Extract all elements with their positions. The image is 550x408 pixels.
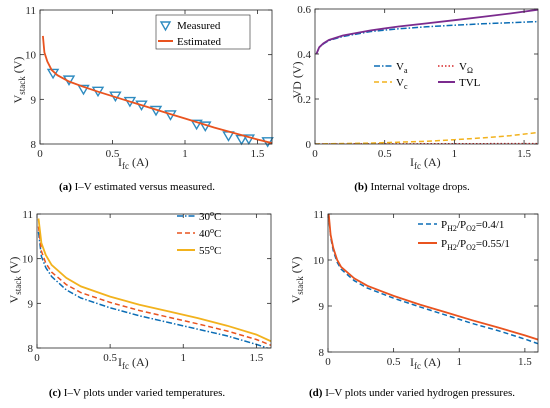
- legend-label-estimated: Estimated: [177, 36, 221, 48]
- y-tick-label: 11: [22, 209, 33, 221]
- x-tick-label: 1: [452, 148, 458, 160]
- x-tick-label: 0.5: [387, 356, 401, 368]
- series-line: [328, 214, 538, 341]
- y-tick-label: 8: [28, 343, 34, 355]
- panel-a-ylabel: Vstack (V): [11, 57, 27, 104]
- y-tick-label: 8: [31, 139, 37, 151]
- series-line: [37, 218, 271, 343]
- panel-c-legend: 30oC 40oC 55oC: [177, 209, 221, 257]
- x-tick-label: 0.5: [378, 148, 392, 160]
- legend-label-va: Va: [396, 61, 408, 75]
- panel-c-xlabel: Ifc (A): [118, 355, 149, 371]
- x-tick-label: 0: [34, 352, 40, 364]
- panel-c-ylabel: Vstack (V): [7, 257, 23, 304]
- x-tick-label: 0.5: [103, 352, 117, 364]
- panel-a-xlabel: Ifc (A): [118, 155, 149, 171]
- caption-b: (b) Internal voltage drops.: [354, 181, 470, 193]
- legend-label-vohm: VΩ: [459, 61, 473, 75]
- legend-label-measured: Measured: [177, 20, 221, 32]
- panel-b-ylabel: VD (V): [290, 62, 304, 99]
- y-tick-label: 0.2: [297, 94, 311, 106]
- y-tick-label: 9: [319, 301, 325, 313]
- x-tick-label: 1: [182, 148, 188, 160]
- y-tick-label: 9: [31, 94, 37, 106]
- caption-a: (a) I–V estimated versus measured.: [59, 181, 215, 193]
- series-line: [37, 226, 271, 346]
- panel-a: 0 0.5 1 1.5 8 9 10 11 Vstack (V) Ifc (A) Measur…: [11, 5, 274, 193]
- caption-c: (c) I–V plots under varied temperatures.: [49, 387, 226, 399]
- x-tick-label: 1.5: [251, 148, 265, 160]
- x-tick-label: 0: [37, 148, 43, 160]
- y-tick-label: 10: [22, 254, 34, 266]
- panel-d: 0 0.5 1 1.5 8 9 10 11 Vstack (V) Ifc (A) PH2/PO…: [289, 209, 539, 399]
- caption-d: (d) I–V plots under varied hydrogen pres…: [309, 387, 515, 399]
- legend-label-40c: 40oC: [199, 226, 221, 240]
- y-tick-label: 9: [28, 298, 34, 310]
- axes-frame: [327, 213, 539, 353]
- panel-a-plot: 0 0.5 1 1.5 8 9 10 11: [25, 5, 274, 160]
- series-line: [328, 214, 538, 345]
- axes-frame: [39, 9, 273, 145]
- panel-d-plot: 0 0.5 1 1.5 8 9 10 11: [313, 209, 539, 368]
- panel-b-xlabel: Ifc (A): [410, 155, 441, 171]
- measured-point: [190, 119, 203, 131]
- x-tick-label: 1.5: [518, 356, 532, 368]
- axes-frame: [314, 8, 539, 145]
- y-tick-label: 0.6: [297, 4, 311, 16]
- measured-point: [77, 84, 90, 96]
- series-line: [315, 131, 538, 144]
- x-tick-label: 0.5: [106, 148, 120, 160]
- legend-box: [155, 14, 251, 50]
- legend-label-ratio-04: PH2/PO2=0.4/1: [441, 219, 504, 233]
- legend-label-vc: Vc: [396, 77, 408, 91]
- x-tick-label: 1: [457, 356, 463, 368]
- panel-a-legend: Measured Estimated: [155, 14, 251, 50]
- legend-label-ratio-055: PH2/PO2=0.55/1: [441, 238, 510, 252]
- y-tick-label: 0.4: [297, 49, 311, 61]
- panel-d-ylabel: Vstack (V): [289, 257, 305, 304]
- legend-marker-measured: [159, 21, 172, 32]
- y-tick-label: 0: [306, 139, 312, 151]
- y-tick-label: 10: [25, 50, 37, 62]
- x-tick-label: 1.5: [250, 352, 264, 364]
- legend-label-tvl: TVL: [459, 77, 481, 89]
- panel-b: 0 0.5 1 1.5 0 0.2 0.4 0.6 VD (V) Ifc (A) Va VΩ …: [290, 4, 539, 193]
- x-tick-label: 0: [325, 356, 331, 368]
- panel-c-plot: 0 0.5 1 1.5 8 9 10 11: [22, 209, 272, 364]
- panel-c: 0 0.5 1 1.5 8 9 10 11 Vstack (V) Ifc (A) 30oC 4…: [7, 209, 272, 399]
- y-tick-label: 8: [319, 347, 325, 359]
- y-tick-label: 11: [25, 5, 36, 17]
- legend-label-55c: 55oC: [199, 243, 221, 257]
- panel-d-legend: PH2/PO2=0.4/1 PH2/PO2=0.55/1: [418, 219, 510, 252]
- series-line: [42, 35, 272, 144]
- panel-d-xlabel: Ifc (A): [410, 355, 441, 371]
- legend-label-30c: 30oC: [199, 209, 221, 223]
- series-line: [37, 231, 270, 348]
- y-tick-label: 11: [313, 209, 324, 221]
- x-tick-label: 1.5: [517, 148, 531, 160]
- measured-point: [242, 134, 256, 145]
- series-line: [315, 20, 538, 55]
- panel-b-plot: 0 0.5 1 1.5 0 0.2 0.4 0.6: [297, 4, 539, 160]
- y-tick-label: 10: [313, 255, 325, 267]
- axes-frame: [36, 213, 272, 349]
- series-line: [315, 9, 538, 55]
- x-tick-label: 0: [312, 148, 318, 160]
- x-tick-label: 1: [181, 352, 187, 364]
- panel-b-legend: Va VΩ Vc TVL: [374, 61, 481, 91]
